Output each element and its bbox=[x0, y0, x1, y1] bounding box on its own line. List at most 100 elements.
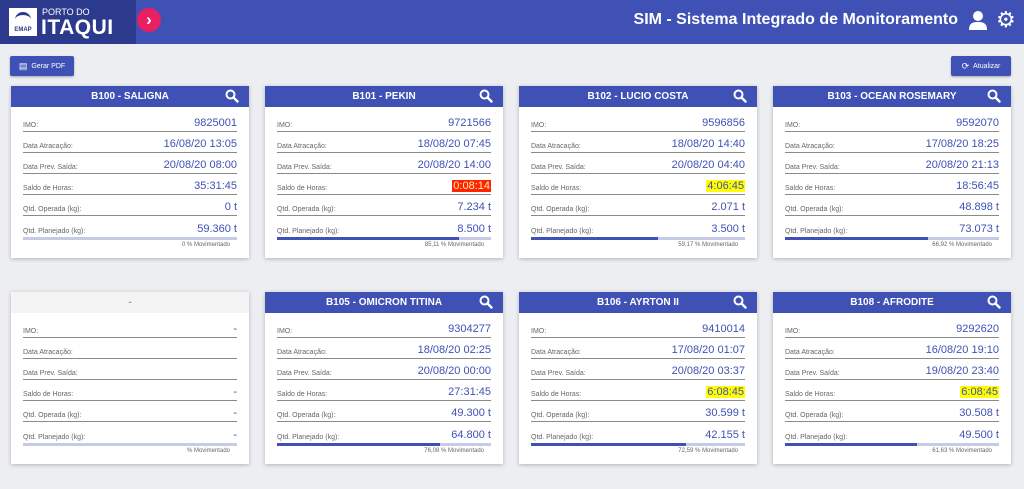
field-row-operada: Qtd. Operada (kg): - bbox=[23, 401, 237, 422]
field-label: IMO: bbox=[23, 328, 39, 335]
field-value: - bbox=[233, 429, 237, 441]
user-icon[interactable] bbox=[967, 9, 989, 31]
berth-title-text: B103 - OCEAN ROSEMARY bbox=[827, 91, 957, 102]
field-value: 27:31:45 bbox=[448, 386, 491, 398]
field-label: Qtd. Planejado (kg): bbox=[277, 228, 340, 235]
refresh-icon: ⟳ bbox=[961, 60, 970, 71]
movimentado-text: 59,17 % Movimentado bbox=[678, 242, 738, 248]
movimentado-text: 0 % Movimentado bbox=[181, 242, 230, 248]
field-label: Qtd. Operada (kg): bbox=[277, 206, 336, 213]
progress-fill bbox=[785, 443, 917, 446]
field-value: 20/08/20 03:37 bbox=[671, 365, 745, 377]
top-bar: EMAP PORTO DO ITAQUI › SIM - Sistema Int… bbox=[0, 0, 1024, 44]
berth-card: B103 - OCEAN ROSEMARY IMO: 9592070 Data … bbox=[773, 86, 1011, 258]
progress-fill bbox=[277, 443, 440, 446]
berth-title-text: B108 - AFRODITE bbox=[850, 297, 934, 308]
search-icon[interactable] bbox=[479, 295, 493, 309]
search-icon[interactable] bbox=[479, 89, 493, 103]
logo-big-text: ITAQUI bbox=[41, 16, 114, 39]
field-value: 20/08/20 14:00 bbox=[417, 159, 491, 171]
berth-card: B106 - AYRTON II IMO: 9410014 Data Atrac… bbox=[519, 292, 757, 464]
field-value: 19/08/20 23:40 bbox=[925, 365, 999, 377]
progress-fill bbox=[531, 237, 658, 240]
field-row-planejado: Qtd. Planejado (kg): 64.800 t bbox=[277, 422, 491, 443]
logo-small-text: PORTO DO bbox=[42, 7, 90, 17]
movimentado-text: % Movimentado bbox=[186, 448, 230, 454]
field-label: Qtd. Planejado (kg): bbox=[277, 434, 340, 441]
field-row-planejado: Qtd. Planejado (kg): 49.500 t bbox=[785, 422, 999, 443]
generate-pdf-button[interactable]: ▤ Gerar PDF bbox=[10, 56, 74, 76]
field-label: Data Atracação: bbox=[785, 349, 835, 356]
field-row-prev_saida: Data Prev. Saída: 20/08/20 08:00 bbox=[23, 153, 237, 174]
field-label: Qtd. Planejado (kg): bbox=[531, 434, 594, 441]
refresh-button[interactable]: ⟳ Atualizar bbox=[951, 56, 1011, 76]
progress-bar bbox=[531, 443, 745, 446]
progress-bar bbox=[277, 443, 491, 446]
berth-title: B100 - SALIGNA bbox=[11, 86, 249, 107]
field-label: Data Prev. Saída: bbox=[785, 370, 840, 377]
field-row-operada: Qtd. Operada (kg): 30.599 t bbox=[531, 401, 745, 422]
chevron-right-icon[interactable]: › bbox=[137, 8, 161, 32]
field-label: IMO: bbox=[277, 328, 293, 335]
field-row-atracacao: Data Atracação: 16/08/20 19:10 bbox=[785, 338, 999, 359]
field-label: Qtd. Operada (kg): bbox=[785, 206, 844, 213]
movimentado-text: 76,08 % Movimentado bbox=[424, 448, 484, 454]
berth-title: B108 - AFRODITE bbox=[773, 292, 1011, 313]
field-value: 9596856 bbox=[702, 117, 745, 129]
field-row-atracacao: Data Atracação: 17/08/20 18:25 bbox=[785, 132, 999, 153]
search-icon[interactable] bbox=[987, 295, 1001, 309]
field-row-planejado: Qtd. Planejado (kg): - bbox=[23, 422, 237, 443]
field-row-prev_saida: Data Prev. Saída: 19/08/20 23:40 bbox=[785, 359, 999, 380]
field-label: Qtd. Planejado (kg): bbox=[23, 434, 86, 441]
field-value: 42.155 t bbox=[705, 429, 745, 441]
field-value: 49.500 t bbox=[959, 429, 999, 441]
field-label: Qtd. Planejado (kg): bbox=[785, 434, 848, 441]
field-value: 30.508 t bbox=[959, 407, 999, 419]
progress-bar bbox=[531, 237, 745, 240]
field-value: 18:56:45 bbox=[956, 180, 999, 192]
generate-pdf-label: Gerar PDF bbox=[31, 62, 66, 70]
field-value: 64.800 t bbox=[451, 429, 491, 441]
field-value: 4:06:45 bbox=[706, 180, 745, 192]
field-label: Saldo de Horas: bbox=[785, 185, 836, 192]
porto-itaqui-logo[interactable]: EMAP PORTO DO ITAQUI bbox=[0, 0, 136, 44]
field-value: 30.599 t bbox=[705, 407, 745, 419]
field-value: 20/08/20 04:40 bbox=[671, 159, 745, 171]
field-row-imo: IMO: 9304277 bbox=[277, 317, 491, 338]
field-value: 9292620 bbox=[956, 323, 999, 335]
field-label: Saldo de Horas: bbox=[23, 185, 74, 192]
search-icon[interactable] bbox=[733, 295, 747, 309]
field-row-atracacao: Data Atracação: 18/08/20 07:45 bbox=[277, 132, 491, 153]
field-label: Data Prev. Saída: bbox=[785, 164, 840, 171]
field-value: 9592070 bbox=[956, 117, 999, 129]
field-label: Qtd. Operada (kg): bbox=[277, 412, 336, 419]
field-value: 9304277 bbox=[448, 323, 491, 335]
field-value: 7.234 t bbox=[457, 201, 491, 213]
field-label: Qtd. Operada (kg): bbox=[531, 206, 590, 213]
progress-fill bbox=[785, 237, 929, 240]
berth-card: - IMO: - Data Atracação: Data Prev. Saíd… bbox=[11, 292, 249, 464]
field-row-operada: Qtd. Operada (kg): 48.898 t bbox=[785, 195, 999, 216]
field-value: 6:08:45 bbox=[706, 386, 745, 398]
field-label: IMO: bbox=[23, 122, 39, 129]
field-row-saldo: Saldo de Horas: 6:08:45 bbox=[785, 380, 999, 401]
progress-bar bbox=[23, 443, 237, 446]
search-icon[interactable] bbox=[987, 89, 1001, 103]
field-label: Data Prev. Saída: bbox=[531, 164, 586, 171]
search-icon[interactable] bbox=[225, 89, 239, 103]
field-row-saldo: Saldo de Horas: 27:31:45 bbox=[277, 380, 491, 401]
search-icon[interactable] bbox=[733, 89, 747, 103]
field-label: Data Atracação: bbox=[531, 349, 581, 356]
field-label: Qtd. Planejado (kg): bbox=[23, 228, 86, 235]
field-value: 18/08/20 02:25 bbox=[417, 344, 491, 356]
field-value: 9721566 bbox=[448, 117, 491, 129]
field-row-saldo: Saldo de Horas: - bbox=[23, 380, 237, 401]
field-value: - bbox=[233, 323, 237, 335]
berth-card: B102 - LUCIO COSTA IMO: 9596856 Data Atr… bbox=[519, 86, 757, 258]
field-label: Data Atracação: bbox=[23, 143, 73, 150]
field-row-planejado: Qtd. Planejado (kg): 42.155 t bbox=[531, 422, 745, 443]
field-row-imo: IMO: 9592070 bbox=[785, 111, 999, 132]
field-label: Data Atracação: bbox=[23, 349, 73, 356]
gear-icon[interactable]: ⚙ bbox=[996, 7, 1016, 32]
field-row-atracacao: Data Atracação: 16/08/20 13:05 bbox=[23, 132, 237, 153]
